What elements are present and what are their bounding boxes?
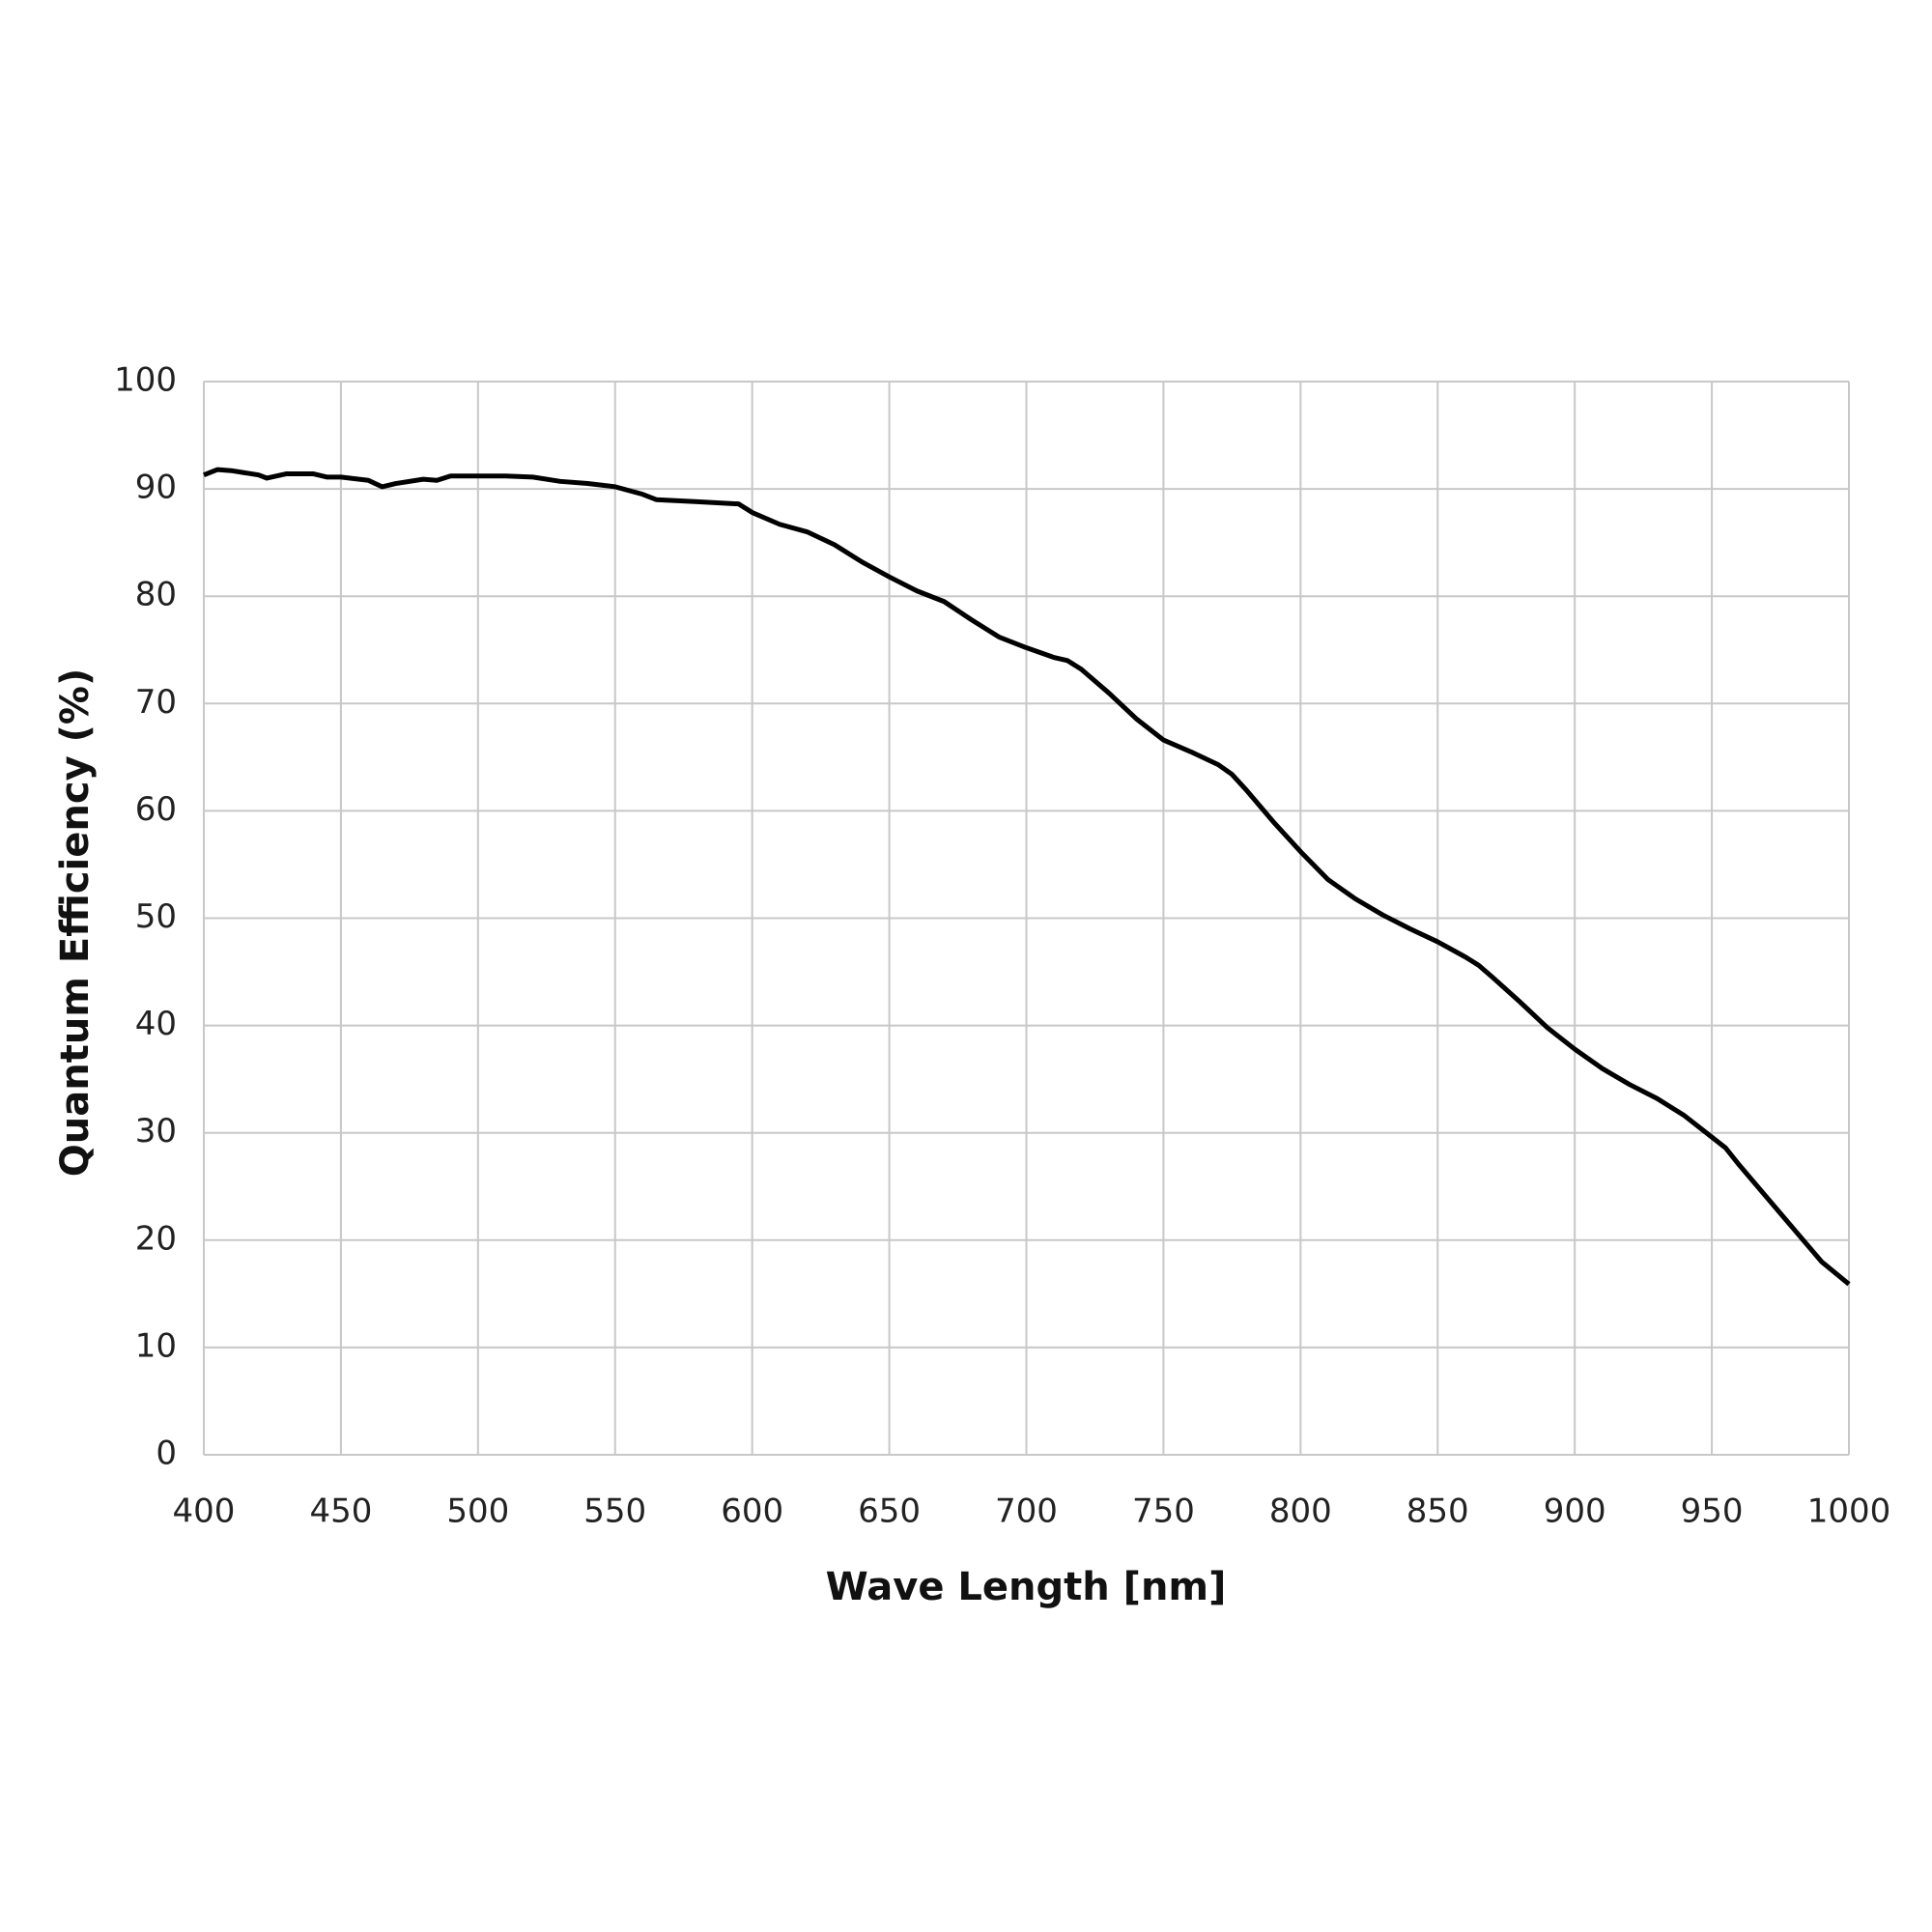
x-tick-label: 700 [995,1492,1058,1531]
x-tick-label: 800 [1269,1492,1332,1531]
data-line [203,467,1851,1287]
y-tick-label: 100 [114,361,177,400]
x-tick-label: 550 [583,1492,646,1531]
y-tick-label: 20 [135,1219,177,1258]
x-tick-label: 850 [1406,1492,1469,1531]
y-tick-label: 50 [135,897,177,936]
x-tick-label: 450 [309,1492,372,1531]
y-tick-label: 90 [135,469,177,507]
y-tick-label: 60 [135,790,177,829]
y-tick-label: 30 [135,1112,177,1151]
x-tick-label: 650 [858,1492,921,1531]
x-tick-label: 500 [446,1492,509,1531]
y-tick-label: 40 [135,1005,177,1043]
x-tick-label: 400 [173,1492,236,1531]
y-axis-title: Quantum Efficiency (%) [53,668,98,1177]
y-tick-label: 80 [135,576,177,614]
x-tick-label: 750 [1132,1492,1195,1531]
x-tick-label: 950 [1681,1492,1744,1531]
x-tick-label: 1000 [1807,1492,1891,1531]
x-tick-label: 900 [1544,1492,1606,1531]
y-tick-label: 0 [156,1435,177,1473]
y-tick-label: 70 [135,683,177,722]
y-tick-label: 10 [135,1326,177,1365]
x-axis-title: Wave Length [nm] [826,1565,1227,1609]
x-tick-label: 600 [721,1492,783,1531]
